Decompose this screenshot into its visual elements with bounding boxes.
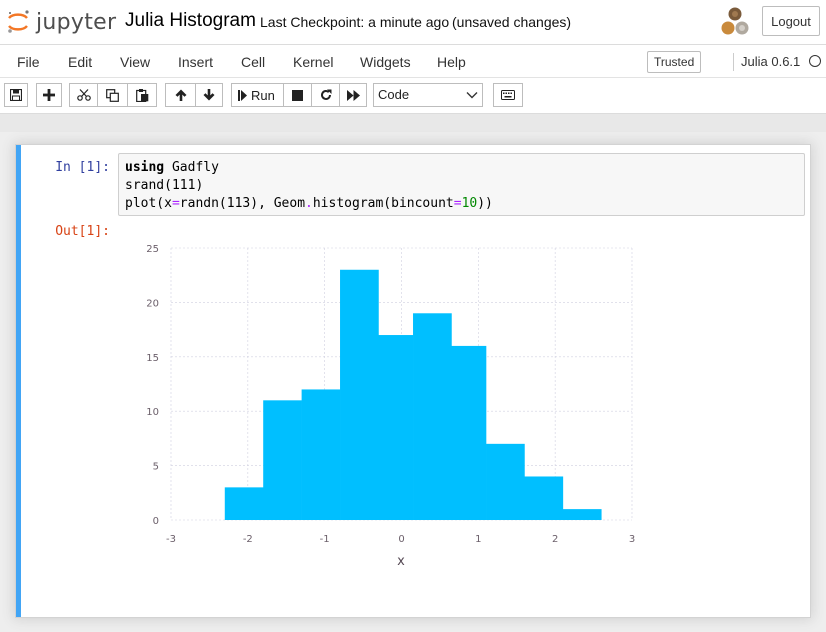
y-tick-label-1: 5: [153, 462, 159, 473]
paste-button[interactable]: [127, 83, 157, 107]
menu-cell[interactable]: Cell: [241, 54, 266, 70]
step-forward-icon: [238, 89, 247, 101]
histogram-bar-4: [378, 335, 414, 520]
y-tick-label-3: 15: [146, 353, 159, 364]
code-keyword: using: [125, 160, 165, 175]
histogram-bar-3: [340, 269, 379, 520]
arrow-down-icon: [203, 89, 215, 101]
restart-button[interactable]: [311, 83, 339, 107]
menu-help[interactable]: Help: [437, 54, 466, 70]
trusted-indicator[interactable]: Trusted: [647, 51, 702, 73]
menu-insert[interactable]: Insert: [178, 54, 214, 70]
jupyter-logo[interactable]: jupyter: [6, 9, 116, 35]
menubar: File Edit View Insert Cell Kernel Widget…: [0, 44, 826, 78]
histogram-bar-9: [562, 509, 602, 520]
copy-button[interactable]: [97, 83, 127, 107]
y-tick-label-0: 0: [153, 516, 159, 527]
code-line-2: srand(111): [125, 178, 204, 193]
code-operator: .: [305, 196, 313, 211]
code-text: randn(113), Geom: [179, 196, 306, 211]
x-tick-label-4: 1: [475, 534, 481, 545]
code-text: histogram(bincount: [312, 196, 454, 211]
code-number: 10: [461, 196, 478, 211]
menu-view[interactable]: View: [120, 54, 151, 70]
logo-text: jupyter: [36, 10, 117, 35]
histogram-bar-7: [486, 443, 525, 520]
histogram-plot: -3 -2 -1 0 1 2 3 0 5 10 15 20 25 x: [146, 244, 635, 569]
cut-button[interactable]: [69, 83, 97, 107]
move-down-button[interactable]: [195, 83, 223, 107]
x-tick-label-3: 0: [398, 534, 404, 545]
x-tick-label-2: -1: [320, 534, 330, 545]
save-button[interactable]: [4, 83, 28, 107]
code-text: Gadfly: [164, 160, 219, 175]
histogram-bar-2: [301, 389, 341, 520]
chevron-down-icon: [466, 92, 478, 99]
histogram-bar-5: [413, 313, 452, 520]
plus-icon: [43, 89, 55, 101]
y-tick-label-5: 25: [146, 244, 159, 255]
histogram-bar-1: [263, 400, 302, 520]
y-tick-label-2: 10: [146, 407, 159, 418]
menu-kernel[interactable]: Kernel: [293, 54, 334, 70]
autosave-status: (unsaved changes): [452, 14, 572, 30]
save-icon: [10, 89, 22, 101]
code-operator: =: [453, 196, 462, 211]
code-operator: =: [171, 196, 180, 211]
y-tick-label-4: 20: [146, 298, 159, 309]
kernel-idle-icon: [809, 55, 821, 67]
output-prompt: Out[1]:: [55, 224, 110, 239]
notebook-header: jupyter Julia Histogram Last Checkpoint:…: [0, 0, 826, 44]
toolbar: Run Code: [0, 78, 826, 114]
stop-icon: [292, 89, 303, 101]
kernel-separator: [733, 53, 734, 71]
x-axis-label: x: [397, 554, 405, 569]
command-palette-button[interactable]: [493, 83, 523, 107]
run-button[interactable]: Run: [231, 83, 283, 107]
axis-ticks: -3 -2 -1 0 1 2 3 0 5 10 15 20 25: [146, 244, 635, 545]
x-tick-label-5: 2: [552, 534, 558, 545]
kernel-name: Julia 0.6.1: [741, 54, 801, 69]
interrupt-button[interactable]: [283, 83, 311, 107]
restart-icon: [320, 89, 331, 100]
menu-file[interactable]: File: [17, 54, 40, 70]
checkpoint-status: Last Checkpoint: a minute ago: [260, 14, 450, 30]
x-tick-label-0: -3: [166, 534, 176, 545]
histogram-bar-6: [451, 345, 487, 520]
insert-cell-button[interactable]: [36, 83, 62, 107]
move-up-button[interactable]: [165, 83, 195, 107]
cut-icon: [76, 89, 91, 101]
copy-icon: [106, 88, 119, 102]
keyboard-icon: [501, 90, 515, 100]
menu-edit[interactable]: Edit: [68, 54, 93, 70]
histogram-bars: [224, 269, 602, 520]
input-prompt: In [1]:: [55, 160, 110, 175]
julia-kernel-logo-icon: [721, 7, 749, 35]
histogram-bar-0: [224, 487, 264, 520]
cell-type-select[interactable]: Code: [373, 83, 483, 107]
paste-icon: [135, 88, 148, 102]
arrow-up-icon: [175, 89, 186, 101]
jupyter-logo-icon: [8, 10, 29, 33]
restart-run-all-button[interactable]: [339, 83, 367, 107]
x-tick-label-6: 3: [629, 534, 635, 545]
notebook-name[interactable]: Julia Histogram: [125, 10, 256, 31]
code-text: plot(x: [125, 196, 172, 211]
code-line-3: plot(x=randn(113), Geom.histogram(bincou…: [125, 195, 798, 213]
code-line-1: using Gadfly: [125, 159, 798, 177]
code-text: )): [477, 196, 493, 211]
fast-forward-icon: [346, 89, 360, 101]
code-cell-input[interactable]: using Gadfly srand(111) plot(x=randn(113…: [118, 153, 805, 216]
header-shadow: [0, 114, 826, 132]
x-tick-label-1: -2: [243, 534, 253, 545]
cell-type-value: Code: [378, 87, 410, 102]
menu-widgets[interactable]: Widgets: [360, 54, 411, 70]
logout-button[interactable]: Logout: [762, 6, 820, 36]
histogram-bar-8: [524, 476, 564, 520]
run-label: Run: [251, 87, 275, 103]
selected-cell-indicator: [16, 145, 21, 617]
